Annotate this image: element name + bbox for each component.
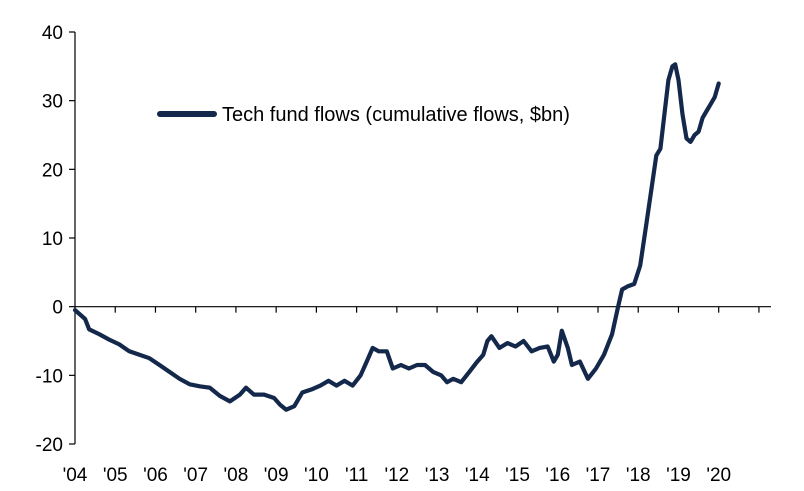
y-tick-label: -10: [36, 366, 63, 387]
x-tick-label: '12: [384, 465, 409, 486]
x-tick-label: '19: [666, 465, 691, 486]
x-tick-label: '15: [505, 465, 530, 486]
x-tick-label: '10: [304, 465, 329, 486]
x-tick-label: '13: [425, 465, 450, 486]
y-tick-label: 10: [42, 229, 63, 250]
tech-fund-flows-series-line: [72, 62, 721, 412]
x-tick-label: '20: [706, 465, 731, 486]
legend-label: Tech fund flows (cumulative flows, $bn): [222, 104, 570, 126]
y-tick-label: 0: [52, 298, 63, 319]
x-tick-label: '08: [224, 465, 249, 486]
legend: Tech fund flows (cumulative flows, $bn): [157, 104, 570, 126]
y-tick-label: 40: [42, 23, 63, 44]
y-axis-ticks: -20 -10 0 10 20 30 40: [36, 23, 75, 456]
y-tick-label: 30: [42, 92, 63, 113]
x-tick-label: '14: [465, 465, 490, 486]
x-tick-label: '11: [345, 465, 368, 486]
x-axis-ticks: '04 '05 '06 '07 '08 '09 '10 '11 '12 '13 '14 '15 '16 '…: [63, 306, 760, 486]
x-tick-label: '18: [626, 465, 651, 486]
y-tick-label: 20: [42, 160, 63, 181]
x-tick-label: '05: [103, 465, 128, 486]
x-tick-label: '06: [143, 465, 168, 486]
x-tick-label: '17: [586, 465, 611, 486]
x-tick-label: '09: [264, 465, 289, 486]
x-tick-label: '16: [545, 465, 570, 486]
y-tick-label: -20: [36, 435, 63, 456]
x-tick-label: '07: [183, 465, 208, 486]
x-tick-label: '04: [63, 465, 88, 486]
